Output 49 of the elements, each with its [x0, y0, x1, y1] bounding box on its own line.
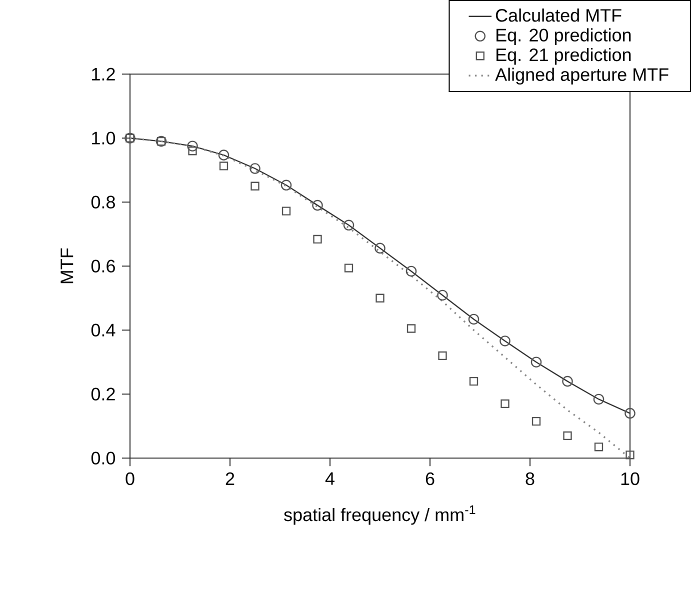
- point: [438, 351, 447, 360]
- point: [219, 162, 228, 170]
- point: [250, 182, 260, 190]
- x-axis-title: spatial frequency / mm$^{-1}$: [284, 505, 476, 525]
- point: [437, 290, 448, 301]
- x-tick-label: 0: [126, 472, 134, 486]
- point: [343, 220, 354, 230]
- x-tick-label: 6: [426, 472, 434, 486]
- y-tick-label: 1.0: [92, 132, 116, 144]
- point: [406, 324, 416, 333]
- point: [313, 234, 322, 244]
- y-tick-label: 0.0: [91, 452, 116, 464]
- point: [406, 266, 417, 277]
- x-tick-label: 2: [226, 472, 234, 485]
- point: [563, 431, 572, 440]
- point: [500, 399, 510, 408]
- point: [344, 264, 354, 272]
- y-axis-title: MTF: [60, 248, 74, 284]
- point: [562, 376, 573, 387]
- legend-label: Eq. 21 prediction: [496, 48, 631, 65]
- point: [282, 206, 291, 216]
- y-tick-label: 0.2: [91, 388, 115, 400]
- point: [312, 200, 323, 211]
- point: [188, 146, 197, 156]
- point: [376, 294, 384, 302]
- y-tick-label: 1.2: [92, 68, 115, 80]
- point: [624, 408, 636, 419]
- legend-label: Calculated MTF: [496, 8, 622, 22]
- x-tick-label: 8: [526, 472, 534, 486]
- point: [468, 314, 480, 325]
- legend-label: Aligned aperture MTF: [495, 68, 668, 84]
- point: [280, 180, 292, 190]
- point: [500, 336, 510, 346]
- y-tick-label: 0.8: [91, 196, 115, 208]
- point: [218, 150, 230, 160]
- point: [594, 442, 604, 452]
- y-tick-label: 0.4: [91, 324, 116, 336]
- point: [530, 356, 542, 368]
- point: [250, 163, 260, 174]
- point: [374, 242, 386, 254]
- point: [626, 450, 634, 460]
- point: [532, 416, 541, 426]
- x-tick-label: 4: [325, 472, 334, 485]
- y-tick-label: 0.6: [91, 260, 115, 272]
- point: [593, 394, 604, 405]
- x-tick-label: 10: [621, 472, 640, 486]
- legend-label: Eq. 20 prediction: [496, 28, 631, 46]
- point: [469, 376, 478, 386]
- point: [187, 140, 198, 152]
